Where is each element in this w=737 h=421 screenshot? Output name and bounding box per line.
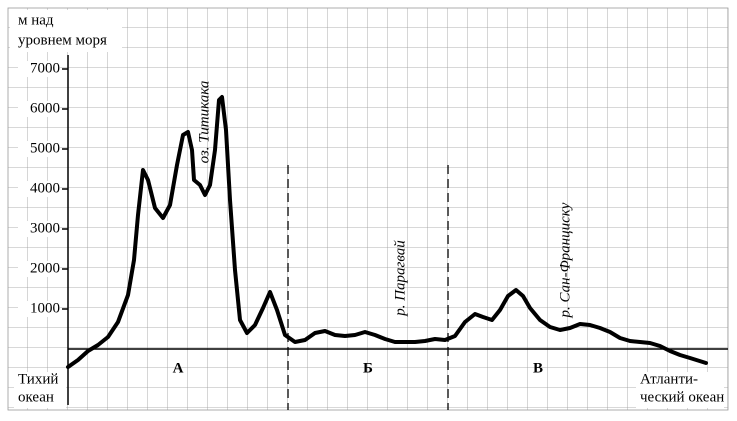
right-label: Атланти- bbox=[640, 371, 698, 387]
y-tick-label: 2000 bbox=[30, 260, 60, 276]
label-backdrop bbox=[18, 301, 60, 317]
label-backdrop bbox=[18, 61, 60, 77]
left-label: океан bbox=[18, 389, 54, 405]
region-label: Б bbox=[363, 360, 373, 376]
left-label: Тихий bbox=[18, 371, 58, 387]
annotation: р. Парагвай bbox=[392, 240, 408, 317]
y-tick-label: 6000 bbox=[30, 100, 60, 116]
y-axis-label: уровнем моря bbox=[18, 32, 107, 48]
annotation: р. Сан-Франциску bbox=[557, 202, 573, 318]
label-backdrop bbox=[14, 372, 66, 408]
y-axis-label: м над bbox=[18, 12, 54, 28]
y-tick-label: 5000 bbox=[30, 140, 60, 156]
grid-background bbox=[7, 7, 729, 411]
y-tick-label: 3000 bbox=[30, 220, 60, 236]
right-label: ческий океан bbox=[640, 389, 724, 405]
label-backdrop bbox=[10, 10, 122, 52]
y-tick-label: 1000 bbox=[30, 300, 60, 316]
label-backdrop bbox=[18, 261, 60, 277]
label-backdrop bbox=[18, 101, 60, 117]
region-label: В bbox=[533, 360, 543, 376]
label-backdrop bbox=[18, 141, 60, 157]
label-backdrop bbox=[18, 181, 60, 197]
annotation: оз. Титикака bbox=[196, 81, 212, 164]
label-backdrop bbox=[18, 221, 60, 237]
y-tick-label: 4000 bbox=[30, 180, 60, 196]
profile-line bbox=[66, 95, 708, 369]
y-tick-label: 7000 bbox=[30, 60, 60, 76]
label-backdrop bbox=[636, 372, 724, 408]
region-label: А bbox=[173, 360, 184, 376]
